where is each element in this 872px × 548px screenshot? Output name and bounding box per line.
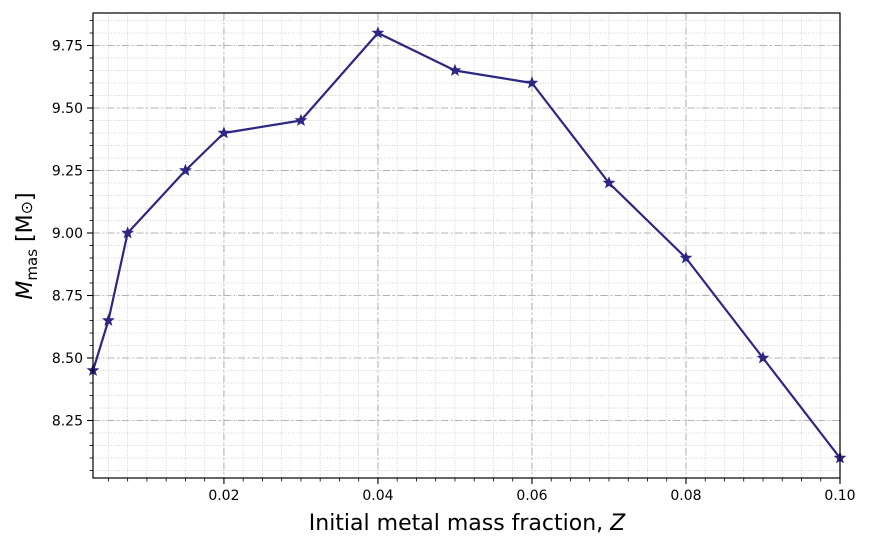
data-point-star xyxy=(121,226,135,239)
data-point-star xyxy=(448,63,462,76)
y-tick-label: 8.50 xyxy=(52,351,83,367)
ticks-layer: 0.02 0.04 0.06 0.08 0.10 8.25 8.50 8.75 9.00 9.25… xyxy=(52,20,856,504)
data-point-star xyxy=(679,251,693,264)
data-point-star xyxy=(294,113,308,126)
data-point-star xyxy=(102,313,115,326)
data-point-star xyxy=(371,26,385,39)
data-point-star xyxy=(602,176,616,189)
x-tick-label: 0.06 xyxy=(516,488,547,504)
series-layer xyxy=(86,26,847,464)
y-axis-label: Mmas [M⊙] xyxy=(13,192,41,299)
y-tick-label: 8.75 xyxy=(52,289,83,305)
x-tick-label: 0.08 xyxy=(670,488,701,504)
x-tick-label: 0.02 xyxy=(208,488,239,504)
data-point-star xyxy=(525,76,539,89)
y-tick-label: 9.25 xyxy=(52,164,83,180)
data-point-star xyxy=(179,163,192,176)
y-tick-label: 9.00 xyxy=(52,226,83,242)
y-tick-label: 9.75 xyxy=(52,39,83,55)
minor-grid xyxy=(93,13,841,478)
data-point-star xyxy=(756,351,770,364)
y-tick-label: 9.50 xyxy=(52,101,83,117)
x-tick-label: 0.04 xyxy=(362,488,393,504)
x-tick-label: 0.10 xyxy=(824,488,855,504)
data-point-star xyxy=(217,126,231,139)
x-axis-label: Initial metal mass fraction, Z xyxy=(309,511,626,536)
y-tick-label: 8.25 xyxy=(52,414,83,430)
